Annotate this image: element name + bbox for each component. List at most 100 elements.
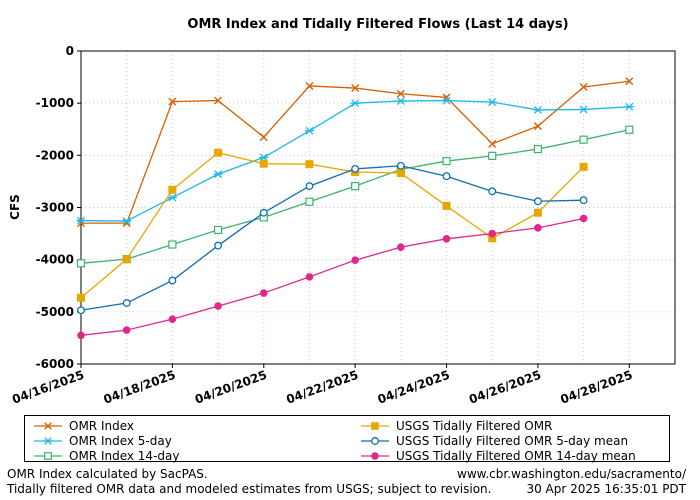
data-point (305, 160, 314, 169)
data-point (76, 259, 86, 268)
data-point (351, 164, 360, 173)
series-usgs-tidally-filtered-omr (77, 148, 588, 302)
data-point (442, 96, 452, 105)
data-point (488, 151, 497, 160)
data-point (76, 216, 86, 225)
data-point (122, 326, 131, 334)
x-tick-label: 04/22/2025 (284, 368, 360, 407)
data-point (579, 83, 588, 91)
data-point (533, 208, 542, 217)
data-point (624, 102, 634, 111)
data-point (259, 208, 268, 217)
data-point (168, 185, 177, 194)
x-tick-label: 04/26/2025 (467, 368, 543, 407)
legend-swatch (34, 421, 62, 430)
series-line (80, 152, 585, 299)
data-point (351, 84, 360, 93)
data-point (305, 81, 314, 90)
data-point (488, 139, 497, 148)
legend-swatch (361, 451, 389, 460)
y-tick-label: -1000 (36, 96, 74, 110)
footer-url[interactable]: www.cbr.washington.edu/sacramento/ (457, 467, 686, 481)
legend-label: OMR Index 14-day (69, 448, 180, 463)
data-point (579, 162, 588, 171)
legend-item: USGS Tidally Filtered OMR (360, 418, 552, 433)
data-point (625, 125, 634, 134)
data-point (259, 159, 268, 168)
data-point (533, 144, 543, 154)
footer-right: www.cbr.washington.edu/sacramento/ 30 Ap… (457, 467, 686, 497)
y-tick-label: -2000 (36, 148, 74, 162)
legend-label: OMR Index 5-day (69, 433, 172, 448)
data-point (259, 133, 268, 142)
data-point (122, 299, 131, 307)
data-point (77, 306, 85, 315)
data-point (351, 182, 360, 191)
y-tick-label: 0 (66, 44, 74, 58)
data-point (442, 172, 451, 181)
series-line (80, 217, 584, 336)
data-point (533, 122, 542, 131)
data-point (351, 256, 359, 264)
data-point (213, 170, 223, 179)
data-point (77, 331, 85, 340)
legend-swatch (361, 436, 389, 445)
data-point (442, 235, 451, 243)
data-point (396, 97, 406, 106)
data-point (579, 135, 588, 144)
data-point (442, 156, 451, 166)
data-point (488, 229, 497, 238)
legend-label: USGS Tidally Filtered OMR 14-day mean (396, 448, 636, 463)
footer-left: OMR Index calculated by SacPAS. Tidally … (7, 467, 491, 497)
y-tick-label: -5000 (36, 305, 74, 319)
footer-credit: OMR Index calculated by SacPAS. (7, 467, 208, 481)
data-point (305, 197, 314, 206)
data-point (533, 105, 543, 114)
series-omr-index (77, 77, 634, 228)
data-point (579, 196, 588, 205)
data-point (534, 224, 542, 232)
data-point (213, 225, 223, 235)
x-tick-label: 04/24/2025 (376, 368, 452, 407)
data-point (396, 169, 405, 178)
data-point (579, 105, 589, 114)
data-point (168, 97, 177, 106)
legend-item: OMR Index 14-day (33, 448, 179, 463)
data-point (579, 214, 588, 223)
data-point (397, 243, 405, 251)
x-tick-label: 04/16/2025 (10, 368, 86, 407)
data-point (167, 193, 177, 202)
series-omr-index-5-day (76, 96, 634, 226)
x-tick-label: 04/18/2025 (102, 368, 178, 407)
y-tick-label: -6000 (36, 357, 74, 371)
series-line (80, 165, 584, 311)
legend-label: USGS Tidally Filtered OMR 5-day mean (396, 433, 629, 448)
chart-title: OMR Index and Tidally Filtered Flows (La… (187, 17, 568, 32)
x-tick-label: 04/20/2025 (193, 368, 269, 407)
data-point (168, 240, 177, 249)
data-point (305, 273, 314, 281)
data-point (214, 148, 223, 157)
y-tick-label: -3000 (36, 201, 74, 215)
legend-label: USGS Tidally Filtered OMR (396, 418, 553, 433)
legend-item: USGS Tidally Filtered OMR 14-day mean (360, 448, 636, 463)
data-point (168, 276, 177, 285)
legend-label: OMR Index (69, 418, 134, 433)
data-point (259, 289, 268, 297)
legend-item: USGS Tidally Filtered OMR 5-day mean (360, 433, 628, 448)
data-point (305, 182, 314, 191)
series-usgs-tidally-filtered-omr-14-day-mean (77, 214, 588, 340)
legend-item: OMR Index 5-day (33, 433, 172, 448)
x-tick-label: 04/28/2025 (559, 368, 635, 407)
data-point (122, 217, 132, 226)
data-point (122, 255, 131, 264)
data-point (350, 99, 360, 108)
data-point (442, 201, 451, 210)
data-point (304, 126, 314, 135)
data-point (487, 98, 497, 107)
footer-source-note: Tidally filtered OMR data and modeled es… (7, 482, 492, 496)
y-axis-label: CFS (8, 194, 22, 220)
data-point (625, 77, 634, 86)
footer-timestamp: 30 Apr 2025 16:35:01 PDT (526, 482, 686, 496)
